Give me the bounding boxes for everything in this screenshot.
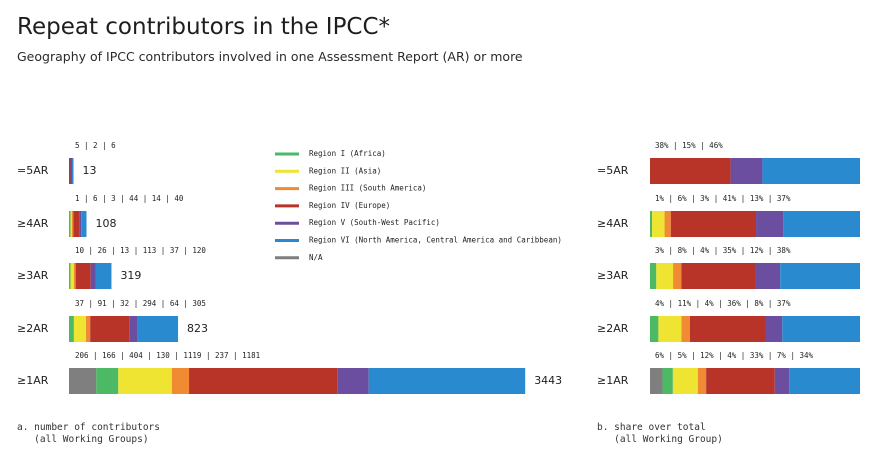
bar-a-2-south_america <box>73 263 76 289</box>
category-label-a-0: =5AR <box>17 164 49 177</box>
bar-a-3-europe <box>90 316 130 342</box>
bar-a-4-north_america <box>368 368 526 394</box>
right-panel-caption: b. share over total (all Working Group) <box>597 422 723 446</box>
bar-b-3-south_america <box>681 316 690 342</box>
legend-label-asia: Region II (Asia) <box>309 166 381 175</box>
bar-a-2-sw_pacific <box>90 263 96 289</box>
right-caption-line1: b. share over total <box>597 422 706 433</box>
bar-a-1-sw_pacific <box>79 211 82 237</box>
bar-b-2-asia <box>656 263 674 289</box>
segment-values-label-b-4: 6% | 5% | 12% | 4% | 33% | 7% | 34% <box>655 351 814 360</box>
bar-a-4-asia <box>118 368 172 394</box>
chart-title: Repeat contributors in the IPCC* <box>17 14 391 40</box>
bar-b-4-asia <box>672 368 698 394</box>
bar-b-4-south_america <box>697 368 707 394</box>
bar-b-3-europe <box>689 316 766 342</box>
bar-a-0-north_america <box>72 158 74 184</box>
bar-b-3-north_america <box>782 316 860 342</box>
total-label-a-2: 319 <box>120 269 141 282</box>
category-label-b-4: ≥1AR <box>597 374 629 387</box>
bar-b-0-sw_pacific <box>730 158 763 184</box>
segment-values-label-b-2: 3% | 8% | 4% | 35% | 12% | 38% <box>655 246 791 255</box>
legend-label-north_america: Region VI (North America, Central Americ… <box>309 236 562 245</box>
category-label-b-2: ≥3AR <box>597 269 629 282</box>
bar-b-4-sw_pacific <box>774 368 790 394</box>
category-label-a-3: ≥2AR <box>17 322 49 335</box>
bar-b-1-europe <box>670 211 757 237</box>
bar-a-3-asia <box>73 316 86 342</box>
total-label-a-3: 823 <box>187 322 208 335</box>
total-label-a-4: 3443 <box>534 374 562 387</box>
bar-b-4-africa <box>662 368 673 394</box>
bar-a-2-north_america <box>95 263 112 289</box>
bar-b-1-south_america <box>664 211 671 237</box>
category-label-a-4: ≥1AR <box>17 374 49 387</box>
bar-b-0-europe <box>650 158 731 184</box>
right-caption-line2: (all Working Group) <box>597 434 723 445</box>
bar-b-1-north_america <box>783 211 860 237</box>
segment-values-label-a-4: 206 | 166 | 404 | 130 | 1119 | 237 | 118… <box>75 351 260 360</box>
left-panel-caption: a. number of contributors (all Working G… <box>17 422 160 446</box>
bar-b-1-asia <box>652 211 665 237</box>
segment-values-label-b-1: 1% | 6% | 3% | 41% | 13% | 37% <box>655 194 791 203</box>
bar-b-2-sw_pacific <box>755 263 781 289</box>
segment-values-label-a-1: 1 | 6 | 3 | 44 | 14 | 40 <box>75 194 184 203</box>
bar-a-2-asia <box>70 263 74 289</box>
bar-b-2-south_america <box>673 263 682 289</box>
legend-label-europe: Region IV (Europe) <box>309 201 390 210</box>
bar-b-3-africa <box>650 316 659 342</box>
bar-b-1-sw_pacific <box>756 211 784 237</box>
bar-a-1-south_america <box>72 211 74 237</box>
segment-values-label-a-2: 10 | 26 | 13 | 113 | 37 | 120 <box>75 246 206 255</box>
bar-a-1-north_america <box>81 211 87 237</box>
legend-label-south_america: Region III (South America) <box>309 184 426 193</box>
bar-a-1-asia <box>70 211 72 237</box>
bar-a-4-south_america <box>171 368 190 394</box>
bar-b-3-sw_pacific <box>765 316 783 342</box>
bar-b-1-africa <box>650 211 653 237</box>
category-label-b-0: =5AR <box>597 164 629 177</box>
left-caption-line1: a. number of contributors <box>17 422 160 433</box>
legend-label-na: N/A <box>309 253 323 262</box>
bar-b-4-na <box>650 368 663 394</box>
category-label-b-1: ≥4AR <box>597 217 629 230</box>
bar-b-2-europe <box>681 263 755 289</box>
bar-a-1-europe <box>73 211 80 237</box>
category-label-b-3: ≥2AR <box>597 322 629 335</box>
segment-values-label-b-3: 4% | 11% | 4% | 36% | 8% | 37% <box>655 299 791 308</box>
bar-a-3-north_america <box>137 316 179 342</box>
bar-b-2-north_america <box>780 263 860 289</box>
bar-a-4-sw_pacific <box>337 368 369 394</box>
bar-b-0-north_america <box>762 158 860 184</box>
bar-a-4-europe <box>189 368 338 394</box>
bar-a-4-na <box>69 368 97 394</box>
bar-a-1-africa <box>69 211 71 237</box>
bar-a-3-sw_pacific <box>129 316 138 342</box>
bar-a-2-africa <box>69 263 71 289</box>
total-label-a-1: 108 <box>95 217 116 230</box>
legend-label-africa: Region I (Africa) <box>309 149 386 158</box>
bar-b-2-africa <box>650 263 657 289</box>
chart-subtitle: Geography of IPCC contributors involved … <box>17 49 523 64</box>
total-label-a-0: 13 <box>83 164 97 177</box>
segment-values-label-b-0: 38% | 15% | 46% <box>655 141 723 150</box>
segment-values-label-a-0: 5 | 2 | 6 <box>75 141 116 150</box>
segment-values-label-a-3: 37 | 91 | 32 | 294 | 64 | 305 <box>75 299 206 308</box>
bar-a-0-sw_pacific <box>70 158 72 184</box>
bar-a-2-europe <box>75 263 91 289</box>
bar-b-4-europe <box>706 368 775 394</box>
bar-b-3-asia <box>658 316 682 342</box>
bar-a-4-africa <box>96 368 119 394</box>
category-label-a-2: ≥3AR <box>17 269 49 282</box>
bar-b-4-north_america <box>789 368 860 394</box>
bar-a-3-south_america <box>85 316 91 342</box>
bar-a-3-africa <box>69 316 74 342</box>
category-label-a-1: ≥4AR <box>17 217 49 230</box>
legend-label-sw_pacific: Region V (South-West Pacific) <box>309 218 440 227</box>
bar-a-0-europe <box>69 158 71 184</box>
left-caption-line2: (all Working Groups) <box>17 434 149 445</box>
